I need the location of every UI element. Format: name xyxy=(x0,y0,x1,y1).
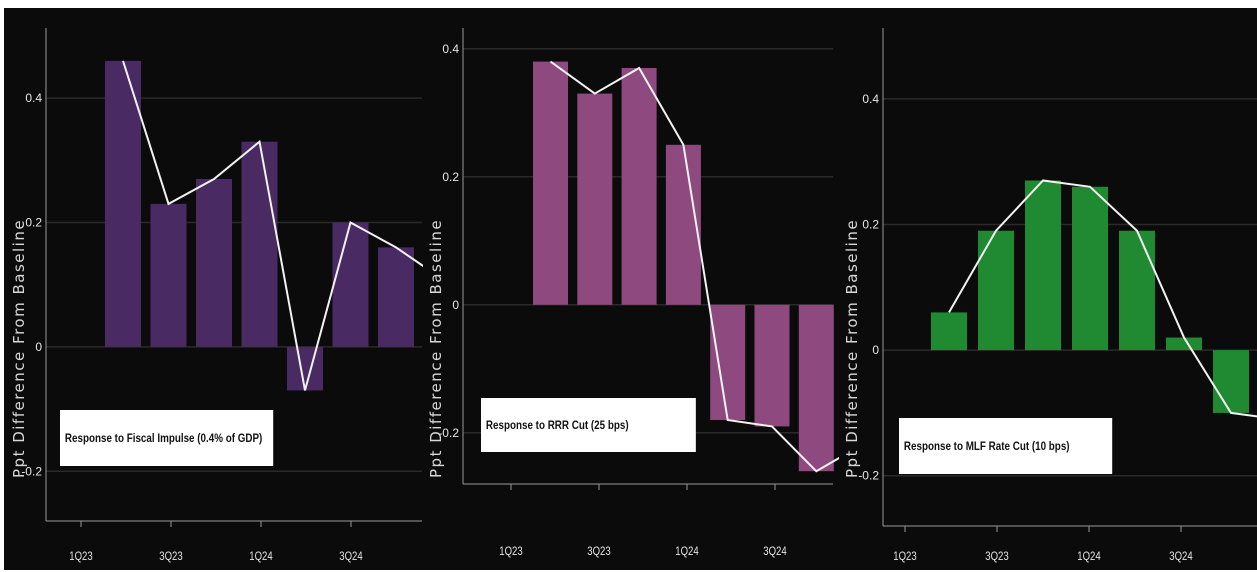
bar xyxy=(533,61,568,305)
bar xyxy=(105,60,141,347)
chart-panel-fiscal: 0.4 0.2 0 -0.2 1Q23 3Q23 1Q24 3Q24 Ppt Differen… xyxy=(4,8,423,570)
bar xyxy=(196,179,232,347)
bar xyxy=(332,222,369,347)
legend-fiscal: Response to Fiscal Impulse (0.4% of GDP) xyxy=(60,410,274,466)
bar xyxy=(978,230,1014,351)
series-line xyxy=(948,179,1257,418)
legend-rrr: Response to RRR Cut (25 bps) xyxy=(481,398,696,452)
x-tick-label: 1Q23 xyxy=(893,550,916,563)
bar xyxy=(1025,180,1061,351)
y-tick-label: 0 xyxy=(35,340,42,354)
bar xyxy=(621,68,657,305)
bar xyxy=(754,304,790,427)
y-axis-label: Ppt Difference From Baseline xyxy=(427,218,445,478)
x-tick-label: 3Q23 xyxy=(985,550,1008,563)
bar xyxy=(1166,337,1202,351)
y-tick-label: 0 xyxy=(452,298,459,312)
y-tick-label: 0.2 xyxy=(442,170,459,184)
bar xyxy=(287,346,323,391)
y-tick-label: -0.2 xyxy=(21,464,42,478)
x-tick-label: 1Q24 xyxy=(1077,550,1100,563)
y-tick-label: -0.2 xyxy=(438,426,459,440)
bar xyxy=(1072,186,1108,351)
y-tick-label: 0.4 xyxy=(862,92,879,106)
x-tick-label: 3Q23 xyxy=(159,550,182,563)
y-tick-label: 0.4 xyxy=(25,91,42,105)
bar xyxy=(665,144,701,305)
x-tick-label: 1Q24 xyxy=(249,550,272,563)
y-axis-label: Ppt Difference From Baseline xyxy=(10,218,28,478)
y-tick-label: 0.2 xyxy=(25,216,42,230)
x-tick-label: 1Q23 xyxy=(499,545,522,558)
chart-mlf: 0.4 0.2 0 -0.2 1Q23 3Q23 1Q24 3Q24 xyxy=(858,28,1257,563)
y-tick-label: 0.4 xyxy=(442,42,459,56)
legend-mlf: Response to MLF Rate Cut (10 bps) xyxy=(899,418,1113,474)
x-tick-label: 3Q24 xyxy=(763,545,786,558)
y-tick-label: 0.2 xyxy=(862,217,879,231)
bar xyxy=(931,312,967,351)
bar xyxy=(378,247,414,347)
y-tick-label: -0.2 xyxy=(858,469,879,483)
chart-rrr: 0.4 0.2 0 -0.2 1Q23 3Q23 1Q24 3Q24 xyxy=(438,28,839,558)
x-tick-label: 1Q23 xyxy=(69,550,92,563)
bar xyxy=(577,93,613,305)
x-tick-label: 3Q23 xyxy=(587,545,610,558)
x-tick-label: 3Q24 xyxy=(339,550,362,563)
bar xyxy=(1213,350,1249,413)
y-axis-label: Ppt Difference From Baseline xyxy=(843,218,861,478)
bar xyxy=(1119,230,1155,351)
bar xyxy=(798,304,834,472)
bar xyxy=(150,203,187,347)
x-tick-label: 1Q24 xyxy=(675,545,698,558)
y-tick-label: 0 xyxy=(872,343,879,357)
series-line xyxy=(122,60,423,391)
bar xyxy=(241,141,278,347)
chart-fiscal: 0.4 0.2 0 -0.2 1Q23 3Q23 1Q24 3Q24 xyxy=(21,28,423,563)
bar xyxy=(710,304,746,420)
chart-panel-rrr: 0.4 0.2 0 -0.2 1Q23 3Q23 1Q24 3Q24 Ppt Differen… xyxy=(423,8,839,570)
chart-panel-mlf: 0.4 0.2 0 -0.2 1Q23 3Q23 1Q24 3Q24 Ppt Differen… xyxy=(839,8,1257,570)
series-line xyxy=(549,60,839,473)
x-tick-label: 3Q24 xyxy=(1169,550,1192,563)
